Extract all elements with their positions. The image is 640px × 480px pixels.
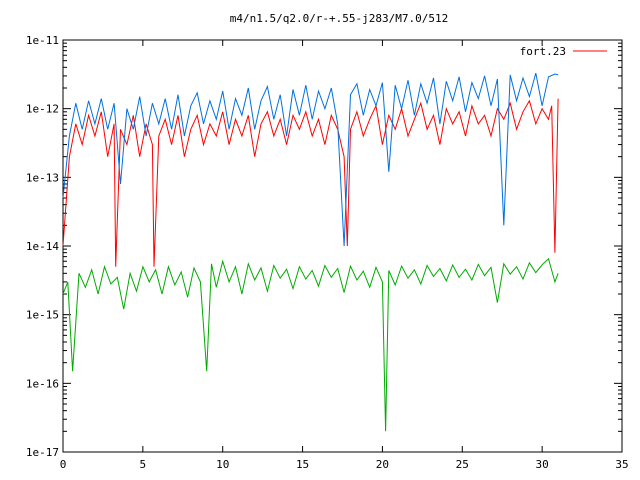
y-tick-label: 1e-16 (26, 377, 59, 390)
axis-ticks: 0 5 10 15 20 25 30 35 1e-17 1e-16 1e-15 1e-14 1e-13 1… (26, 34, 629, 471)
legend: fort.23 (520, 45, 607, 58)
y-tick-label: 1e-14 (26, 240, 59, 253)
plot-frame (62, 39, 623, 453)
x-tick-label: 25 (456, 458, 469, 471)
series-line-1 (62, 98, 559, 267)
y-tick-label: 1e-17 (26, 446, 59, 459)
x-tick-label: 0 (60, 458, 67, 471)
y-tick-label: 1e-13 (26, 171, 59, 184)
x-tick-label: 15 (296, 458, 309, 471)
chart-title: m4/n1.5/q2.0/r-+.55-j283/M7.0/512 (230, 12, 449, 25)
plot-area (62, 72, 559, 432)
x-tick-label: 5 (140, 458, 147, 471)
x-tick-label: 35 (615, 458, 628, 471)
y-tick-label: 1e-12 (26, 103, 59, 116)
y-tick-label: 1e-11 (26, 34, 59, 47)
x-tick-label: 20 (376, 458, 389, 471)
x-tick-label: 10 (216, 458, 229, 471)
series-line-3 (62, 257, 559, 432)
y-tick-label: 1e-15 (26, 309, 59, 322)
legend-label: fort.23 (520, 45, 566, 58)
x-tick-label: 30 (536, 458, 549, 471)
series-line-2 (62, 72, 559, 247)
